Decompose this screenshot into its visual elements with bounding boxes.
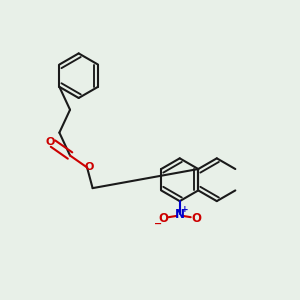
Text: O: O xyxy=(191,212,201,225)
Text: O: O xyxy=(85,162,94,172)
Text: N: N xyxy=(175,208,185,221)
Text: +: + xyxy=(181,205,188,214)
Text: O: O xyxy=(158,212,168,225)
Text: O: O xyxy=(46,137,55,147)
Text: −: − xyxy=(154,218,162,228)
